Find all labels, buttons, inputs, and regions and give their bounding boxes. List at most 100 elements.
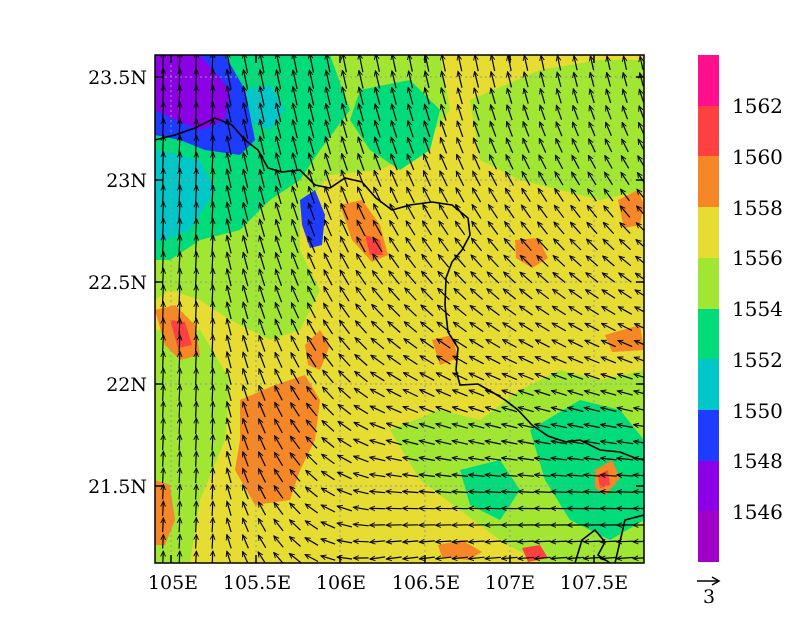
wind-vector — [306, 487, 318, 498]
wind-vector — [227, 435, 232, 451]
wind-vector — [504, 238, 516, 251]
wind-vector — [518, 390, 534, 397]
wind-vector — [276, 219, 282, 237]
wind-vector — [306, 437, 318, 449]
colorbar-swatch — [698, 55, 719, 106]
wind-vector — [289, 537, 301, 547]
wind-vector — [590, 56, 593, 71]
wind-vector — [356, 220, 366, 237]
wind-vector — [389, 271, 400, 285]
wind-vector — [601, 408, 617, 412]
wind-vector — [179, 451, 180, 467]
wind-vector — [520, 289, 533, 300]
wind-vector — [163, 485, 164, 500]
y-tick-label: 22.5N — [88, 272, 147, 294]
wind-vector — [372, 271, 384, 285]
wind-vector — [389, 254, 400, 269]
wind-vector — [567, 541, 584, 542]
shade-1550-northwest — [155, 150, 215, 240]
wind-vector — [403, 388, 419, 398]
wind-vector — [212, 269, 213, 287]
colorbar-label: 1560 — [732, 145, 783, 169]
wind-vector — [505, 155, 514, 170]
wind-vector — [163, 252, 164, 271]
wind-vector — [568, 424, 584, 427]
wind-vector — [354, 456, 369, 463]
wind-vector — [371, 372, 385, 382]
wind-vector — [325, 203, 332, 221]
wind-vector — [534, 492, 551, 493]
wind-vector — [376, 55, 380, 73]
wind-vector — [568, 391, 584, 396]
wind-vector — [537, 239, 549, 251]
wind-vector — [588, 155, 597, 169]
wind-vector — [308, 236, 316, 253]
wind-vector — [212, 534, 213, 549]
wind-vector — [624, 56, 627, 71]
wind-vector — [540, 89, 546, 104]
wind-vector — [606, 89, 612, 104]
wind-vector — [639, 106, 644, 120]
wind-vector — [386, 557, 402, 559]
wind-vector — [637, 206, 644, 216]
wind-vector — [196, 435, 197, 451]
wind-vector — [441, 104, 447, 121]
wind-vector — [621, 172, 630, 186]
wind-vector — [568, 357, 584, 364]
wind-vector — [601, 339, 616, 348]
wind-vector — [508, 72, 513, 88]
wind-vector — [243, 203, 249, 221]
wind-vector — [554, 205, 565, 219]
wind-vector — [404, 339, 418, 349]
wind-vector — [243, 502, 249, 516]
wind-vector — [290, 503, 301, 515]
wind-vector — [212, 418, 213, 435]
wind-vector — [403, 541, 419, 542]
wind-vector — [455, 238, 466, 252]
wind-vector — [307, 370, 317, 384]
wind-vector — [617, 458, 634, 460]
wind-vector — [371, 355, 385, 366]
wind-vector — [227, 468, 232, 484]
wind-vector — [357, 237, 366, 253]
wind-vector — [554, 239, 565, 251]
wind-vector — [617, 425, 634, 428]
wind-vector — [634, 425, 644, 428]
wind-vector — [617, 441, 634, 443]
wind-vector — [290, 419, 301, 433]
wind-vector — [604, 189, 614, 202]
wind-vector — [519, 323, 534, 332]
wind-vector — [471, 238, 483, 252]
shade-1560-west — [170, 320, 192, 348]
plot-frame — [154, 54, 645, 564]
wind-vector — [309, 137, 315, 155]
colorbar-swatch — [698, 258, 719, 309]
wind-vector — [243, 169, 249, 188]
wind-vector — [538, 205, 548, 219]
wind-vector — [276, 253, 282, 270]
wind-vector — [370, 389, 385, 398]
wind-vector — [337, 523, 353, 528]
wind-vector — [375, 87, 381, 105]
wind-vector — [469, 372, 485, 381]
wind-vector — [522, 138, 530, 153]
wind-vector — [322, 454, 335, 465]
wind-vector — [387, 355, 402, 366]
wind-vector — [469, 407, 485, 413]
wind-vector — [276, 269, 283, 287]
wind-vector — [437, 305, 451, 317]
wind-vector — [227, 385, 232, 402]
wind-vector — [551, 492, 568, 493]
wind-vector — [260, 169, 265, 188]
wind-vector — [453, 322, 467, 333]
wind-vector — [584, 492, 601, 493]
wind-vector — [423, 204, 432, 220]
wind-vector — [386, 474, 402, 476]
wind-vector — [358, 170, 365, 188]
wind-vector — [538, 138, 547, 153]
wind-vector — [391, 121, 398, 138]
wind-vector — [603, 239, 615, 251]
wind-vector — [453, 372, 468, 381]
wind-vector — [620, 206, 631, 218]
